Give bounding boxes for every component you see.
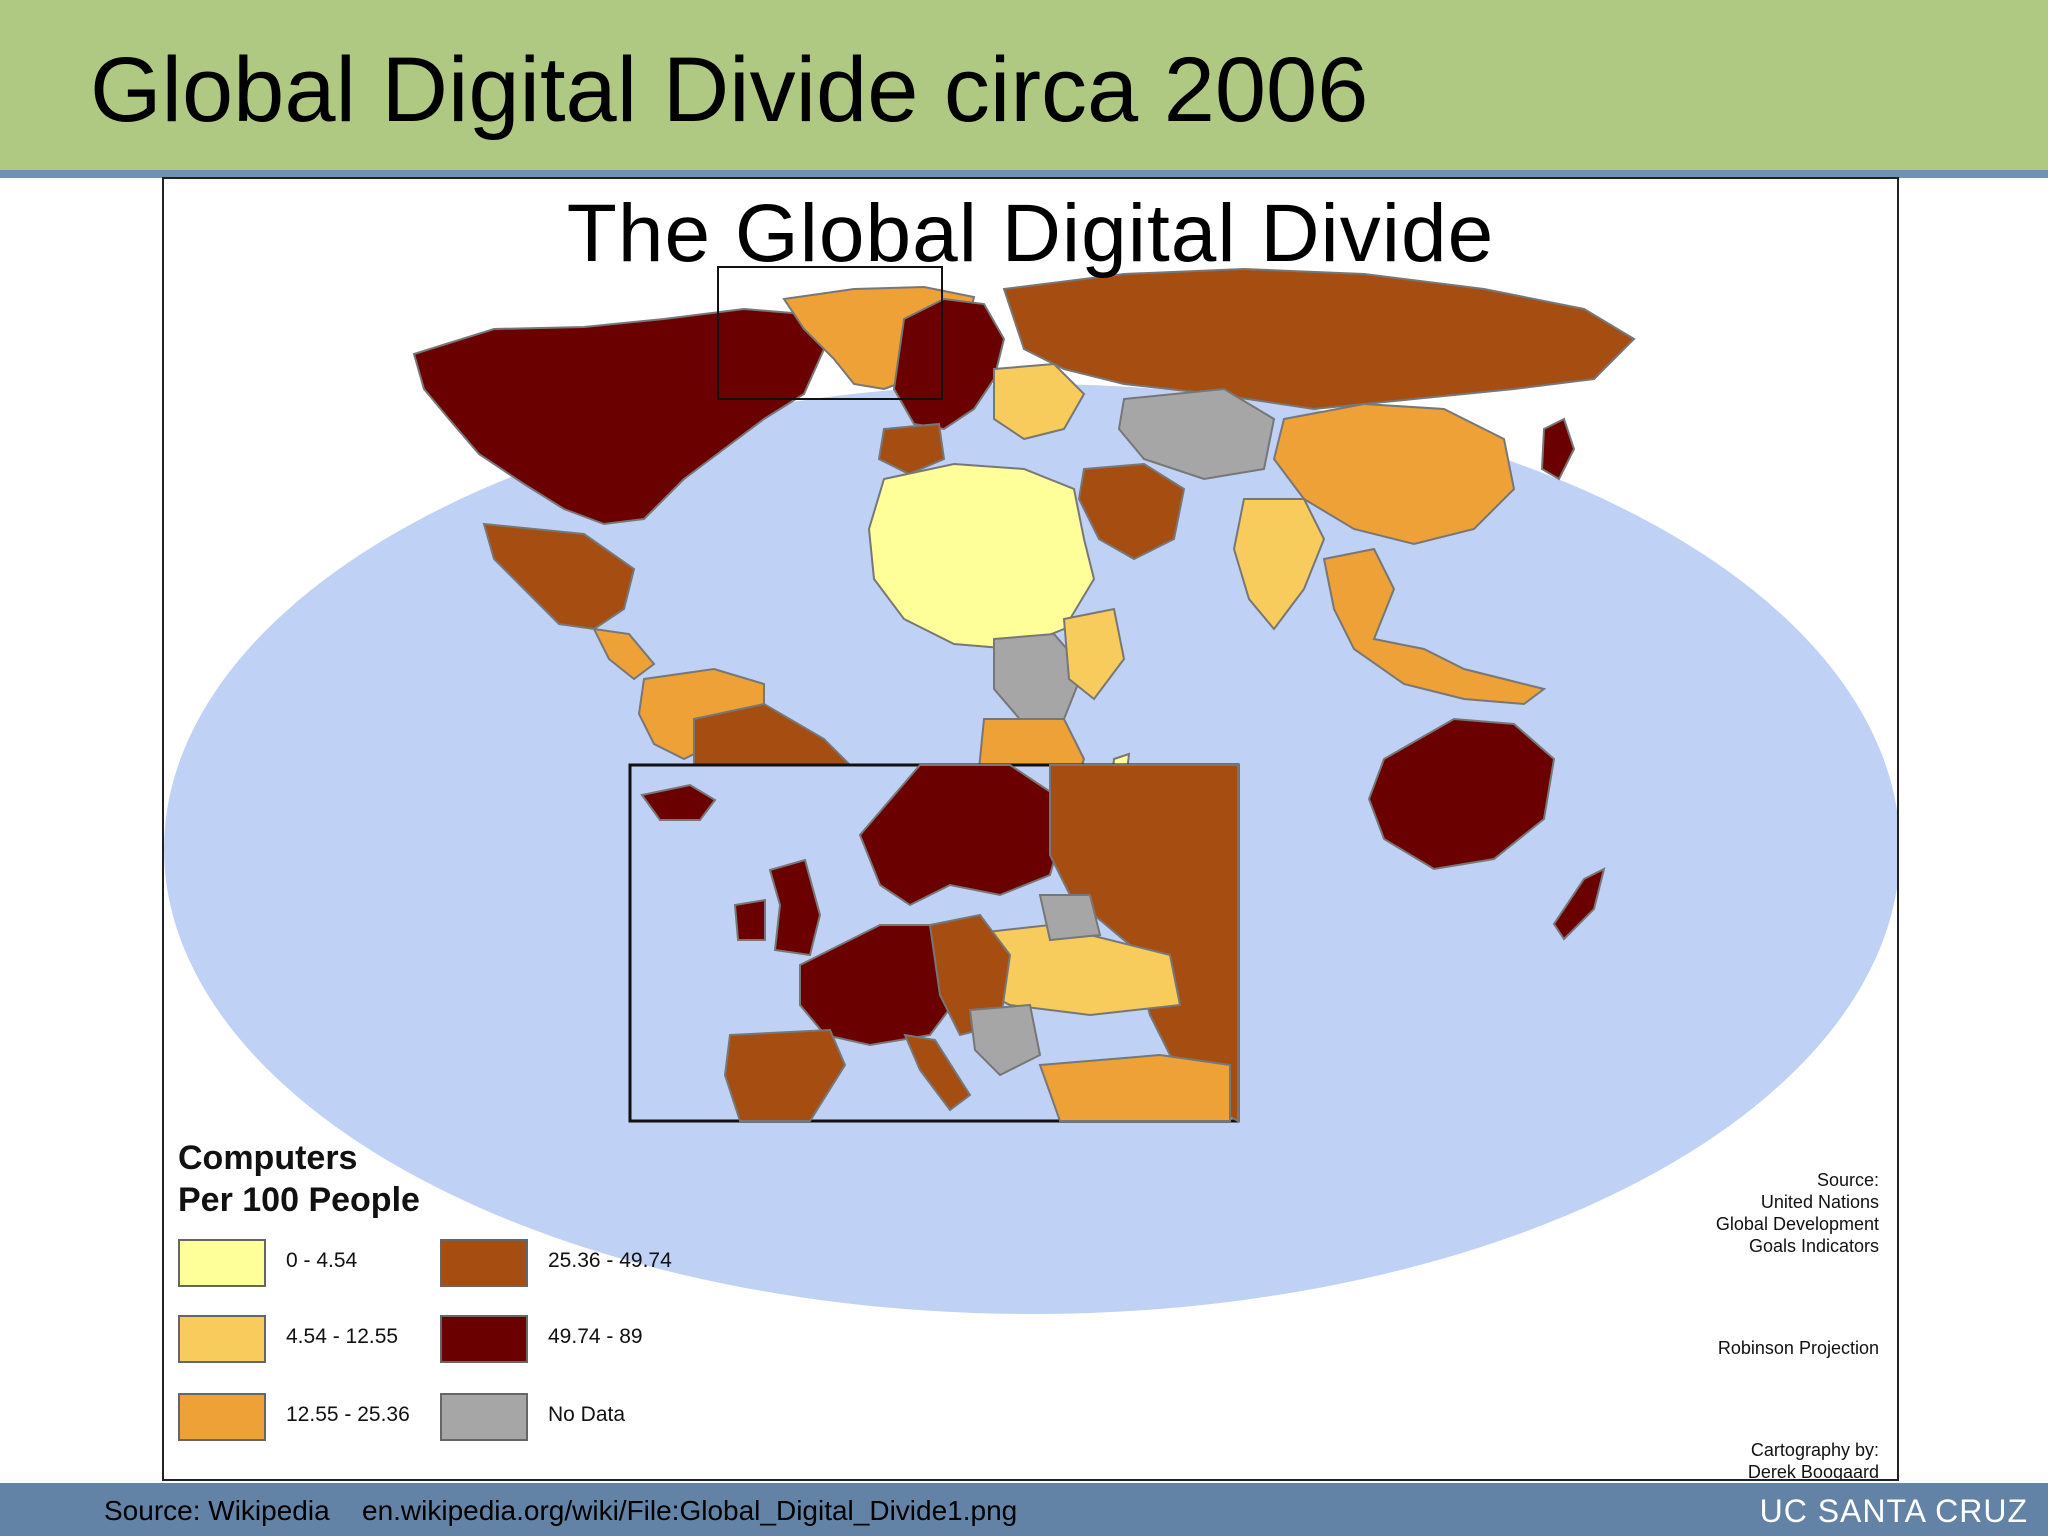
region-western-europe <box>892 297 1006 431</box>
world-map <box>164 266 1897 1314</box>
europe-locator-box <box>717 266 943 400</box>
inset-russia <box>1049 764 1239 1123</box>
region-india <box>1232 498 1326 631</box>
region-china <box>1272 402 1516 546</box>
map-image: The Global Digital Divide Computers Per … <box>162 177 1899 1481</box>
inset-ireland <box>733 898 766 941</box>
legend-label-6: No Data <box>548 1403 626 1426</box>
slide-title: Global Digital Divide circa 2006 <box>90 39 1369 141</box>
legend-swatch-4 <box>440 1239 528 1287</box>
footer-url-link[interactable]: en.wikipedia.org/wiki/File:Global_Digita… <box>362 1495 1018 1526</box>
credits-source-line2: Global Development <box>1715 1214 1879 1234</box>
region-middle-east <box>1077 462 1186 561</box>
footer-source: Source: Wikipedia <box>104 1495 330 1526</box>
region-southeast-asia <box>1322 547 1547 706</box>
inset-scandinavia <box>858 764 1072 907</box>
credits-source-line3: Goals Indicators <box>1748 1236 1879 1256</box>
inset-uk <box>768 858 822 957</box>
region-new-zealand <box>1552 867 1606 941</box>
legend-swatch-3 <box>178 1393 266 1441</box>
region-central-asia <box>1117 387 1276 481</box>
inset-france-germany <box>799 924 962 1047</box>
region-iberia <box>877 422 946 476</box>
inset-turkey <box>1038 1053 1231 1122</box>
credits-cartographer: Derek Boogaard <box>1747 1462 1879 1481</box>
legend-label-2: 4.54 - 12.55 <box>286 1325 399 1348</box>
legend-title: Computers Per 100 People <box>178 1137 738 1221</box>
slide-footer: Source: Wikipedia en.wikipedia.org/wiki/… <box>0 1483 2048 1536</box>
region-east-africa <box>1062 607 1126 701</box>
legend-label-4: 25.36 - 49.74 <box>548 1249 672 1272</box>
credits-projection: Robinson Projection <box>1717 1338 1879 1358</box>
legend-label-5: 49.74 - 89 <box>548 1325 643 1348</box>
legend-swatch-5 <box>440 1315 528 1363</box>
map-credits: Source: United Nations Global Developmen… <box>1715 1169 1879 1481</box>
credits-source-line1: United Nations <box>1760 1192 1879 1212</box>
slide-header <box>0 0 2048 170</box>
region-central-america <box>592 627 656 681</box>
map-title: The Global Digital Divide <box>566 188 1495 279</box>
region-japan <box>1540 417 1576 481</box>
credits-cartography-label: Cartography by: <box>1750 1440 1879 1460</box>
map-legend: Computers Per 100 People 0 - 4.54 4.54 -… <box>178 1137 738 1441</box>
legend-swatch-1 <box>178 1239 266 1287</box>
footer-brand: UC SANTA CRUZ <box>1759 1493 2028 1529</box>
legend-label-1: 0 - 4.54 <box>286 1249 358 1272</box>
inset-iceland <box>640 783 717 821</box>
legend-title-line1: Computers <box>178 1139 358 1177</box>
inset-balkans <box>968 1003 1042 1077</box>
inset-iberia <box>723 1028 847 1122</box>
legend-swatch-6 <box>440 1393 528 1441</box>
credits-source-label: Source: <box>1816 1170 1879 1190</box>
europe-inset <box>628 763 1240 1123</box>
inset-belarus <box>1038 894 1102 942</box>
region-north-america <box>412 307 826 526</box>
region-australia <box>1367 717 1556 871</box>
legend-label-3: 12.55 - 25.36 <box>286 1403 410 1426</box>
legend-title-line2: Per 100 People <box>178 1181 420 1219</box>
header-divider <box>0 170 2048 178</box>
region-russia <box>1002 267 1636 411</box>
legend-swatch-2 <box>178 1315 266 1363</box>
inset-italy <box>903 1033 972 1112</box>
